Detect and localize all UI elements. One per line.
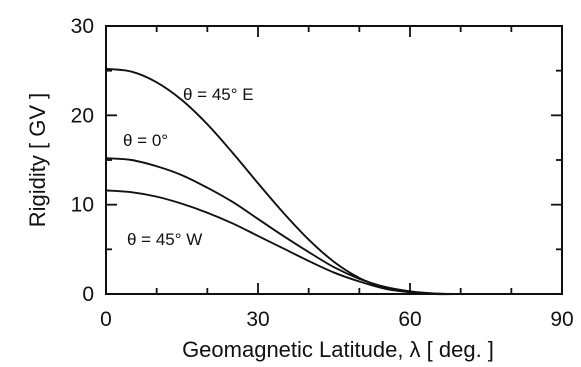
x-tick-label: 90 — [550, 308, 573, 331]
y-tick-label: 0 — [82, 283, 94, 306]
x-tick-label: 0 — [100, 308, 112, 331]
x-tick-label: 60 — [398, 308, 421, 331]
x-tick-label: 30 — [246, 308, 269, 331]
y-tick-label: 30 — [71, 15, 94, 38]
annotation-0: θ = 0° — [123, 131, 168, 150]
curve-theta-45w — [105, 189, 461, 295]
annotation-45e: θ = 45° E — [183, 85, 254, 104]
curve-theta-0 — [105, 157, 461, 295]
series-curves — [105, 67, 461, 296]
annotation-45w: θ = 45° W — [127, 230, 202, 249]
plot-frame — [105, 25, 563, 295]
axis-ticks — [105, 25, 563, 295]
x-tick-labels: 0 30 60 90 — [100, 308, 574, 331]
curve-theta-45e — [105, 67, 461, 296]
x-axis-title: Geomagnetic Latitude, λ [ deg. ] — [182, 337, 494, 362]
y-tick-label: 10 — [71, 194, 94, 217]
y-axis-title: Rigidity [ GV ] — [25, 93, 50, 227]
y-tick-label: 20 — [71, 104, 94, 127]
y-tick-labels: 0 10 20 30 — [71, 15, 94, 306]
